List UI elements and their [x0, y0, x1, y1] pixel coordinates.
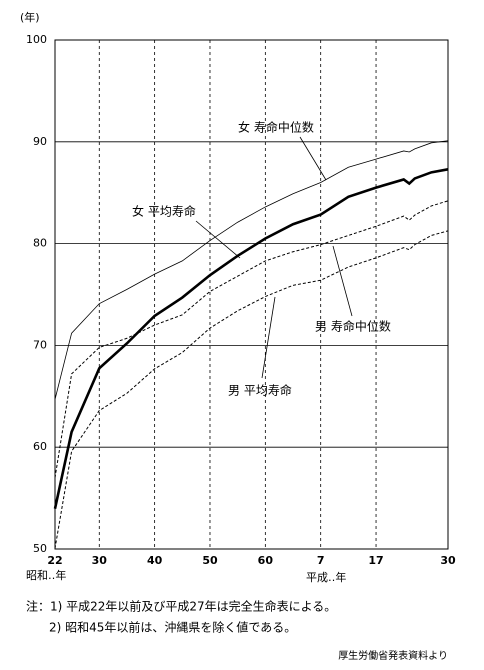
x-tick-label: 30 [92, 554, 108, 567]
leader [299, 136, 327, 181]
y-tick-label: 90 [33, 135, 47, 148]
y-unit: (年) [20, 10, 40, 24]
leader [195, 220, 241, 259]
leader [261, 296, 276, 379]
leaders [195, 136, 353, 379]
x-tick-label: 30 [440, 554, 456, 567]
note: 2) 昭和45年以前は、沖縄県を除く値である。 [49, 620, 296, 635]
y-tick-label: 60 [33, 440, 47, 453]
x-tick-label: 50 [202, 554, 218, 567]
x-tick-label: 7 [317, 554, 325, 567]
y-tick-label: 100 [26, 33, 47, 46]
x-tick-label: 40 [147, 554, 163, 567]
series-label: 男 平均寿命 [228, 383, 292, 398]
y-tick-label: 70 [33, 338, 47, 351]
series-line [53, 168, 449, 509]
x-era-label: 平成‥年 [306, 570, 346, 584]
plot-frame [54, 39, 449, 550]
series-label: 女 寿命中位数 [238, 120, 314, 135]
series-line [54, 200, 449, 478]
source: 厚生労働省発表資料より [338, 649, 448, 662]
series-label: 女 平均寿命 [132, 204, 196, 219]
x-tick-label: 17 [368, 554, 383, 567]
y-tick-label: 80 [33, 237, 47, 250]
x-tick-label: 60 [258, 554, 274, 567]
y-tick-label: 50 [33, 542, 47, 555]
series-label: 男 寿命中位数 [315, 319, 391, 334]
x-era-label: 昭和‥年 [26, 568, 66, 582]
leader [332, 245, 353, 317]
x-tick-label: 22 [47, 554, 62, 567]
series-line [54, 140, 449, 400]
note: 注：1) 平成22年以前及び平成27年は完全生命表による。 [26, 599, 336, 614]
series-line [54, 230, 449, 549]
